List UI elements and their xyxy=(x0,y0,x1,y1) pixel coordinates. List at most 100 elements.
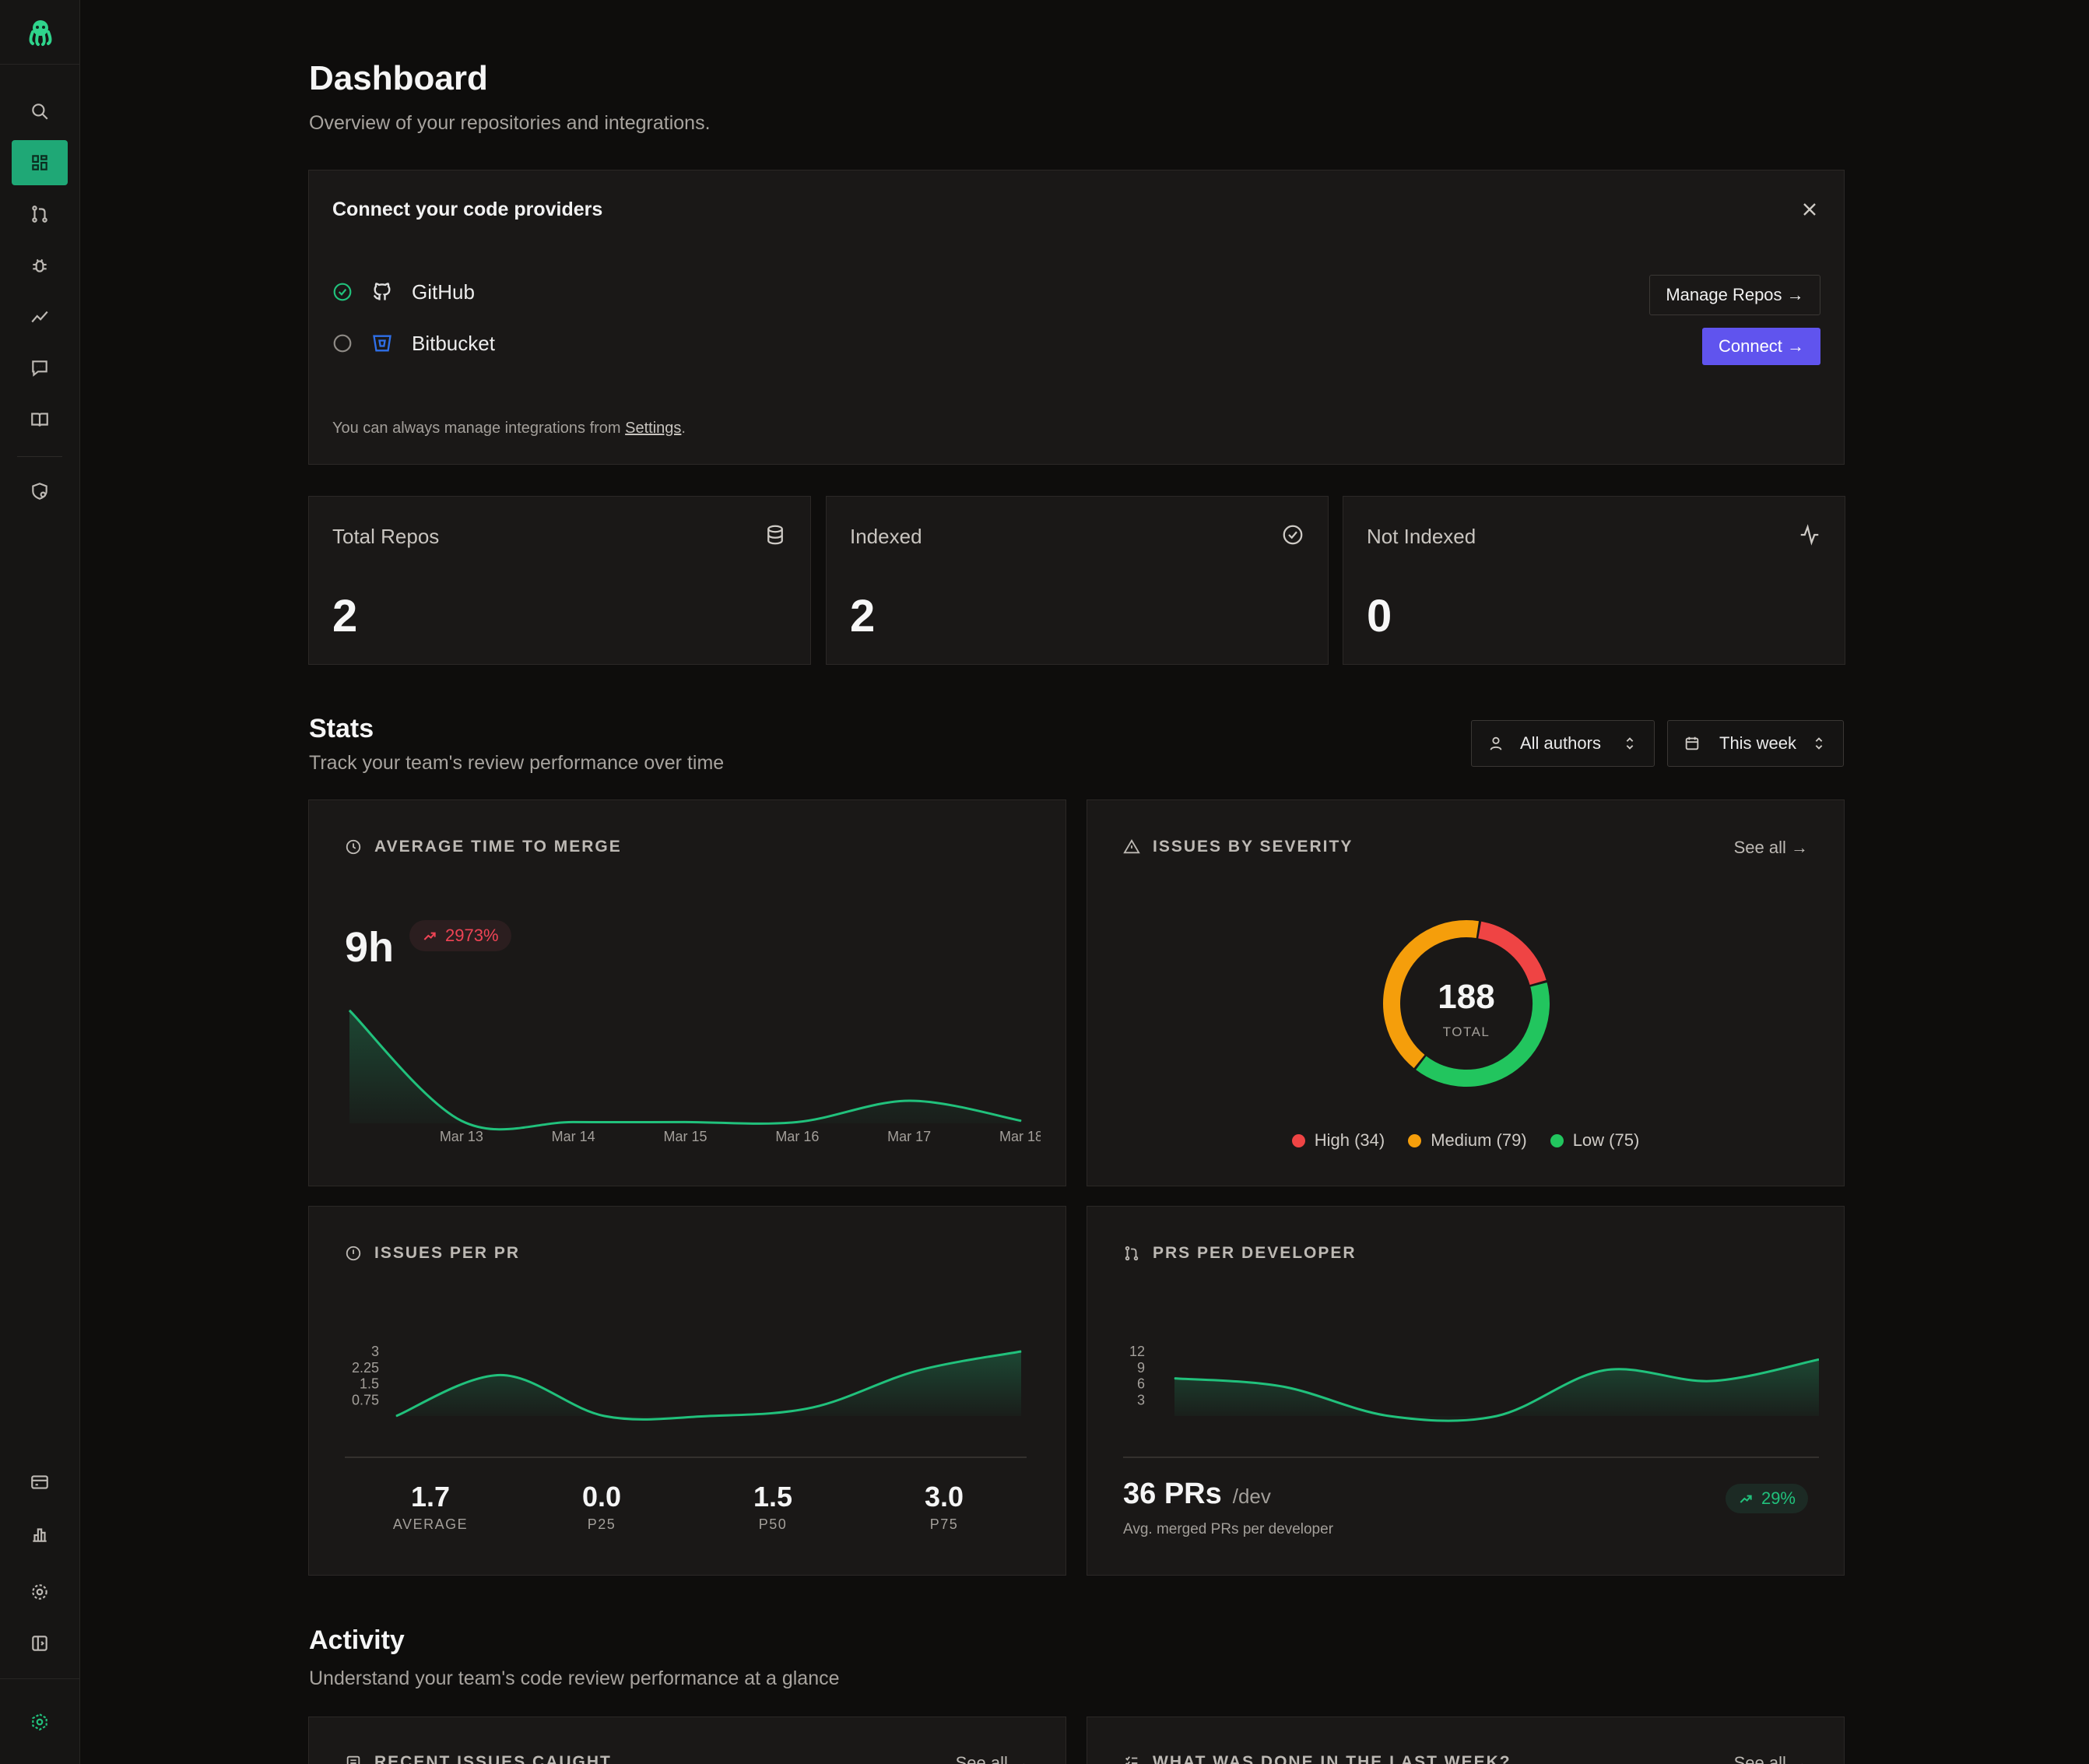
panel-header: AVERAGE TIME TO MERGE xyxy=(345,838,622,856)
empty-circle-icon xyxy=(333,334,352,353)
chart-point-3 xyxy=(708,1415,709,1417)
provider-name: Bitbucket xyxy=(412,331,495,355)
y-tick-label: 2.25 xyxy=(352,1360,379,1376)
logo-octopus-icon[interactable] xyxy=(0,0,80,65)
settings-link[interactable]: Settings xyxy=(625,420,682,437)
avg-merge-chart: Mar 13 Mar 14 Mar 15 Mar 16 Mar 17 Mar 18 xyxy=(348,1009,1041,1144)
manage-repos-button[interactable]: Manage Repos → xyxy=(1649,275,1820,315)
metric-value: 1.5 xyxy=(753,1481,793,1513)
stats-subtitle: Track your team's review performance ove… xyxy=(309,752,725,774)
legend-high: High (34) xyxy=(1291,1130,1385,1151)
stat-card-total-repos: Total Repos 2 xyxy=(308,496,811,665)
org-icon[interactable] xyxy=(12,1699,68,1745)
x-tick-label: Mar 13 xyxy=(440,1129,483,1144)
legend-label: High (34) xyxy=(1314,1130,1385,1150)
issues-by-severity-panel: ISSUES BY SEVERITY See all → 188 TOTAL H… xyxy=(1087,799,1845,1186)
issues-per-pr-chart: 32.251.50.75 xyxy=(345,1344,1027,1458)
panel-header: WHAT WAS DONE IN THE LAST WEEK? xyxy=(1123,1753,1511,1764)
y-tick-label: 0.75 xyxy=(352,1392,379,1407)
check-circle-icon xyxy=(1283,525,1303,545)
legend-dot xyxy=(1550,1133,1564,1147)
stat-card-indexed: Indexed 2 xyxy=(826,496,1329,665)
info-circle-icon xyxy=(346,1246,361,1261)
chat-icon[interactable] xyxy=(12,346,68,391)
panel-title: RECENT ISSUES CAUGHT xyxy=(374,1753,612,1764)
donut-slice-medium[interactable] xyxy=(1383,920,1479,1069)
stat-label: Total Repos xyxy=(332,525,440,548)
period-filter-value: This week xyxy=(1719,733,1797,753)
bitbucket-icon xyxy=(373,335,391,352)
chart-point-0 xyxy=(349,1010,350,1011)
pull-request-icon[interactable] xyxy=(12,192,68,237)
activity-title: Activity xyxy=(309,1625,405,1655)
legend-dot xyxy=(1291,1133,1305,1147)
change-value: 2973% xyxy=(445,926,499,945)
prs-value: 36 PRs xyxy=(1123,1478,1222,1510)
see-all-link[interactable]: See all → xyxy=(1733,838,1808,857)
sidebar-divider xyxy=(17,456,62,457)
see-all-link[interactable]: See all → xyxy=(955,1753,1030,1764)
legend-medium: Medium (79) xyxy=(1408,1130,1527,1151)
bug-icon[interactable] xyxy=(12,243,68,288)
prs-value-group: 36 PRs /dev xyxy=(1123,1478,1271,1511)
shield-gear-icon[interactable] xyxy=(12,469,68,514)
database-icon xyxy=(767,525,783,545)
billing-icon[interactable] xyxy=(12,1460,68,1505)
recent-issues-panel: RECENT ISSUES CAUGHT See all → xyxy=(308,1717,1066,1764)
pull-request-icon xyxy=(1125,1246,1139,1261)
close-icon[interactable] xyxy=(1799,199,1820,220)
donut-total-label: TOTAL xyxy=(1442,1024,1490,1039)
x-tick-label: Mar 16 xyxy=(775,1129,819,1144)
stat-label: Not Indexed xyxy=(1367,525,1476,548)
donut-slice-low[interactable] xyxy=(1416,982,1550,1087)
stat-value: 2 xyxy=(332,591,358,641)
clock-icon xyxy=(346,839,361,855)
change-badge: 29% xyxy=(1725,1484,1808,1513)
y-tick-label: 3 xyxy=(1137,1392,1145,1407)
page-title: Dashboard xyxy=(309,59,488,97)
issues-metrics: 1.7 AVERAGE 0.0 P25 1.5 P50 3.0 P75 xyxy=(345,1481,1030,1533)
metric-label: P25 xyxy=(587,1516,616,1532)
trend-icon[interactable] xyxy=(12,294,68,339)
author-filter[interactable]: All authors xyxy=(1471,720,1655,767)
hint-text: You can always manage integrations from xyxy=(332,420,626,437)
panel-title: WHAT WAS DONE IN THE LAST WEEK? xyxy=(1153,1753,1511,1764)
check-circle-icon xyxy=(333,283,352,301)
chart-point-6 xyxy=(1020,1351,1022,1352)
donut-slice-high[interactable] xyxy=(1477,921,1547,986)
prs-subtitle: Avg. merged PRs per developer xyxy=(1123,1521,1334,1537)
settings-icon[interactable] xyxy=(12,1569,68,1615)
trend-up-icon xyxy=(1740,1495,1752,1503)
avg-merge-value: 9h xyxy=(345,924,395,971)
chevron-updown-icon xyxy=(1626,737,1634,750)
search-icon[interactable] xyxy=(12,89,68,134)
period-filter[interactable]: This week xyxy=(1667,720,1844,767)
chart-area-fill xyxy=(349,1010,1021,1130)
panel-toggle-icon[interactable] xyxy=(12,1621,68,1666)
panel-header: RECENT ISSUES CAUGHT xyxy=(345,1753,612,1764)
dashboard-icon[interactable] xyxy=(12,140,68,185)
provider-name: GitHub xyxy=(412,279,475,304)
legend-dot xyxy=(1408,1133,1422,1147)
stat-card-not-indexed: Not Indexed 0 xyxy=(1343,496,1845,665)
panel-header: ISSUES BY SEVERITY xyxy=(1123,838,1353,856)
chart-point-2 xyxy=(604,1415,606,1417)
metric-value: 1.7 xyxy=(410,1481,451,1513)
metric-label: P75 xyxy=(929,1516,959,1532)
metric-p25: 0.0 P25 xyxy=(532,1481,672,1533)
avg-time-to-merge-panel: AVERAGE TIME TO MERGE 9h 2973% Mar 13 Mar… xyxy=(308,799,1066,1186)
checklist-icon xyxy=(1125,1756,1138,1764)
book-icon[interactable] xyxy=(12,397,68,442)
connect-bitbucket-button[interactable]: Connect → xyxy=(1702,328,1820,365)
github-icon xyxy=(373,283,391,300)
issues-per-pr-panel: ISSUES PER PR 3 2.25 1.5 0.75 1.7 AVERAGE 0.… xyxy=(308,1206,1066,1576)
legend-label: Low (75) xyxy=(1572,1130,1640,1150)
chart-point-4 xyxy=(796,1121,798,1123)
legend-label: Medium (79) xyxy=(1431,1130,1527,1150)
y-tick-label: 9 xyxy=(1137,1360,1145,1376)
analytics-icon[interactable] xyxy=(12,1512,68,1557)
see-all-link[interactable]: See all → xyxy=(1733,1753,1808,1764)
stat-value: 2 xyxy=(850,591,876,641)
author-filter-value: All authors xyxy=(1520,733,1601,753)
